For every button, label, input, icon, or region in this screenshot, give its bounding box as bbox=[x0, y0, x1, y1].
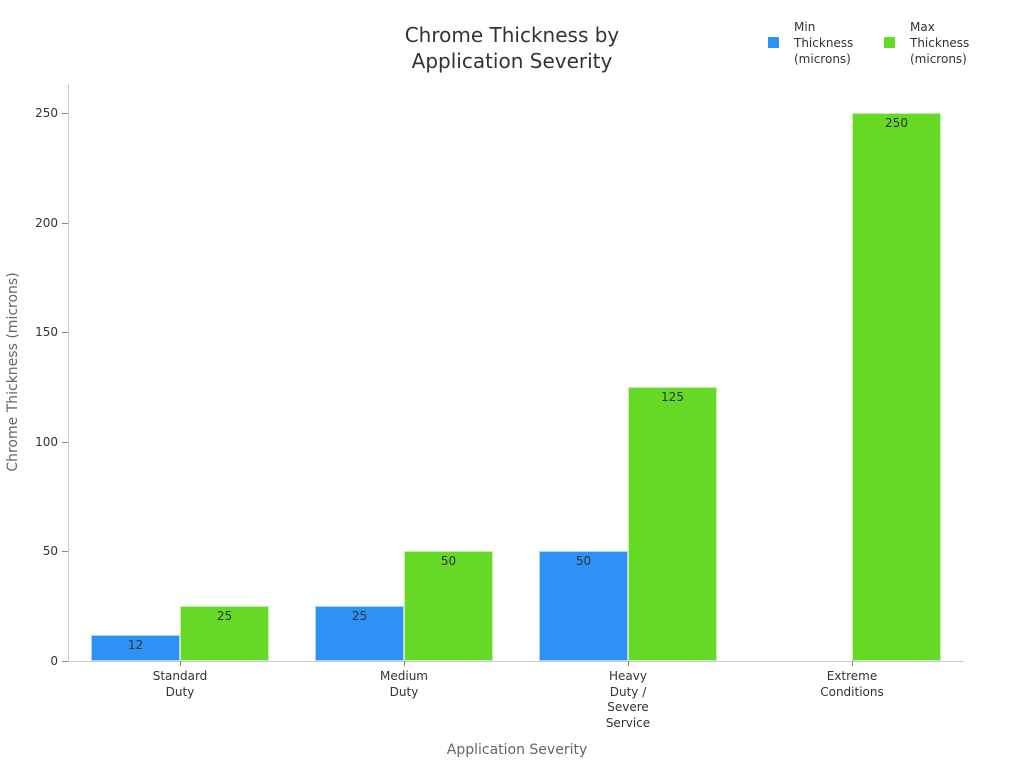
bar-max[interactable] bbox=[180, 606, 269, 661]
y-tick bbox=[62, 661, 68, 662]
bar-value-label: 25 bbox=[216, 609, 233, 624]
y-tick-label: 100 bbox=[35, 434, 58, 449]
bar-value-label: 50 bbox=[440, 554, 457, 569]
x-tick-label: Heavy Duty / Severe Service bbox=[605, 669, 651, 730]
x-tick bbox=[852, 661, 853, 666]
y-tick bbox=[62, 332, 68, 334]
x-tick-label: Medium Duty bbox=[380, 669, 428, 699]
y-tick bbox=[62, 441, 68, 443]
y-tick-label: 50 bbox=[42, 544, 58, 559]
y-tick bbox=[62, 222, 68, 224]
y-tick bbox=[62, 551, 68, 553]
y-tick-label: 0 bbox=[50, 654, 58, 668]
y-tick bbox=[62, 113, 68, 114]
legend-item-min[interactable]: Min Thickness (microns) bbox=[768, 19, 864, 67]
legend-swatch-max-icon bbox=[884, 37, 895, 48]
legend-label-min: Min Thickness (microns) bbox=[794, 20, 854, 66]
y-tick-label: 250 bbox=[35, 106, 58, 120]
bar-max[interactable] bbox=[404, 551, 493, 661]
bar-value-label: 25 bbox=[351, 609, 368, 624]
x-tick-label: Standard Duty bbox=[152, 669, 208, 699]
y-axis-line bbox=[68, 84, 69, 661]
legend-swatch-min-icon bbox=[768, 37, 779, 48]
bar-max[interactable] bbox=[628, 387, 717, 661]
x-tick-label: Extreme Conditions bbox=[820, 669, 884, 699]
bar-max[interactable] bbox=[852, 113, 941, 661]
y-tick-label: 200 bbox=[35, 215, 58, 230]
x-axis-line bbox=[68, 661, 964, 662]
bar-value-label: 125 bbox=[661, 390, 684, 404]
legend-item-max[interactable]: Max Thickness (microns) bbox=[884, 19, 980, 67]
bar-min[interactable] bbox=[539, 551, 628, 661]
chart-title: Chrome Thickness by Application Severity bbox=[362, 22, 662, 74]
y-tick-label: 150 bbox=[35, 325, 58, 340]
y-axis-label: Chrome Thickness (microns) bbox=[5, 272, 21, 472]
bar-min[interactable] bbox=[91, 634, 180, 661]
chart-title-line-2: Application Severity bbox=[411, 49, 613, 73]
bar-min[interactable] bbox=[315, 606, 404, 661]
bar-value-label: 250 bbox=[885, 116, 908, 130]
legend-label-max: Max Thickness (microns) bbox=[910, 20, 970, 66]
x-axis-label: Application Severity bbox=[446, 742, 588, 758]
legend: Min Thickness (microns) Max Thickness (m… bbox=[768, 19, 980, 67]
chart-title-line-1: Chrome Thickness by bbox=[404, 23, 620, 47]
bar-value-label: 50 bbox=[575, 554, 592, 569]
x-tick bbox=[404, 661, 405, 666]
bar-value-label: 12 bbox=[127, 637, 144, 652]
x-tick bbox=[180, 661, 181, 666]
x-tick bbox=[628, 661, 629, 666]
